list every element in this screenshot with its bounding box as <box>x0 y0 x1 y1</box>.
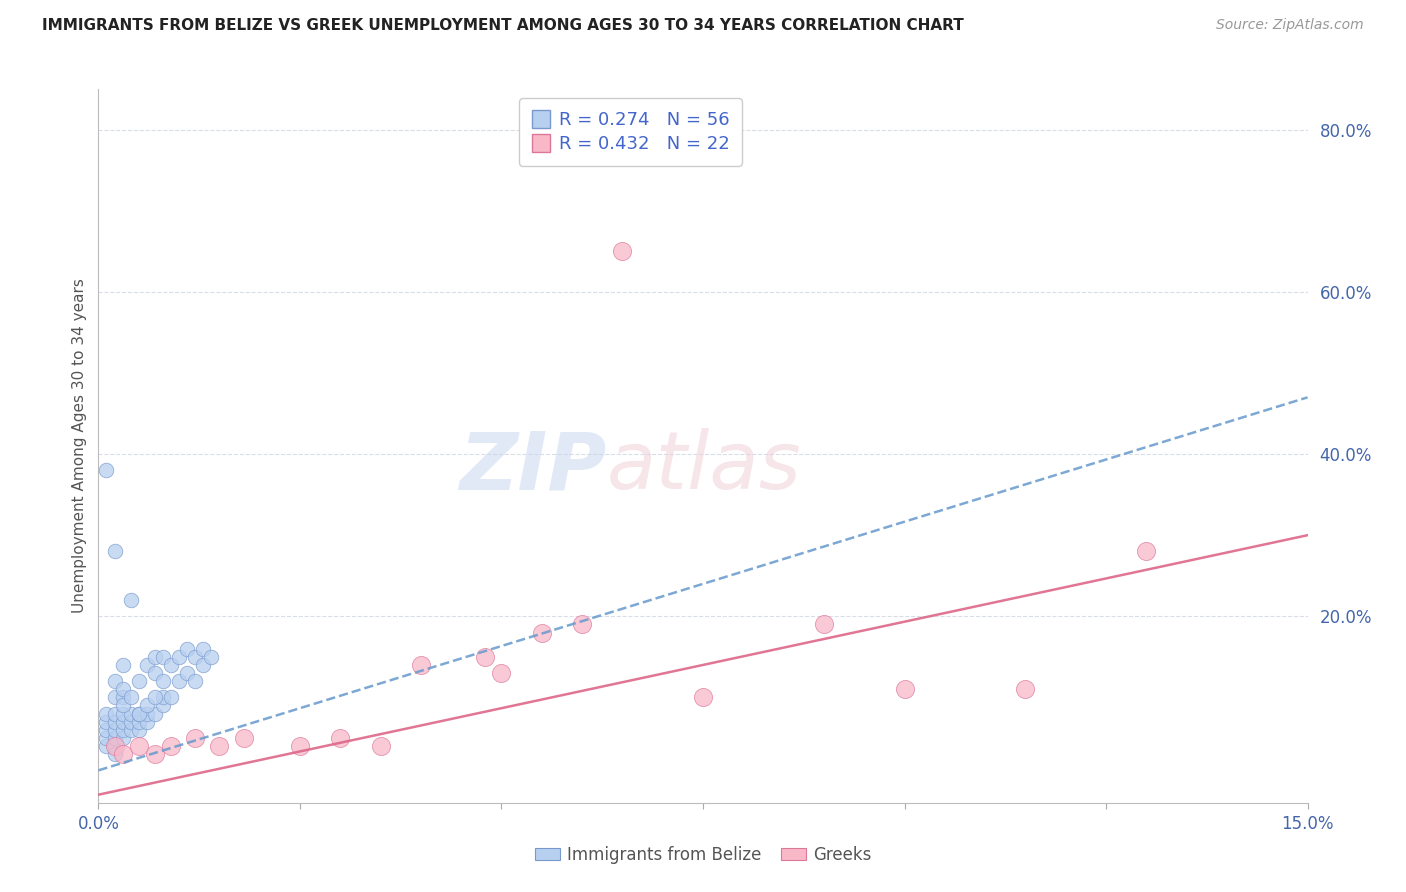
Point <box>160 657 183 672</box>
Point <box>184 731 207 745</box>
Point <box>111 731 134 745</box>
Point <box>176 666 198 681</box>
Point <box>143 747 166 761</box>
Point <box>143 706 166 721</box>
Point <box>692 690 714 705</box>
Point <box>96 714 118 729</box>
Point <box>128 739 150 753</box>
Point <box>96 463 118 477</box>
Point <box>120 690 142 705</box>
Point <box>128 674 150 689</box>
Point <box>120 723 142 737</box>
Point <box>96 706 118 721</box>
Point <box>143 649 166 664</box>
Point <box>143 690 166 705</box>
Point <box>103 706 125 721</box>
Point <box>409 657 432 672</box>
Point <box>111 723 134 737</box>
Point <box>111 698 134 713</box>
Point <box>111 657 134 672</box>
Text: ZIP: ZIP <box>458 428 606 507</box>
Point <box>329 731 352 745</box>
Point <box>103 544 125 558</box>
Legend: Immigrants from Belize, Greeks: Immigrants from Belize, Greeks <box>529 839 877 871</box>
Point <box>103 739 125 753</box>
Point <box>167 649 190 664</box>
Point <box>120 714 142 729</box>
Point <box>103 723 125 737</box>
Point <box>135 714 157 729</box>
Point <box>571 617 593 632</box>
Legend: R = 0.274   N = 56, R = 0.432   N = 22: R = 0.274 N = 56, R = 0.432 N = 22 <box>519 98 742 166</box>
Point <box>103 714 125 729</box>
Point <box>103 690 125 705</box>
Point <box>184 674 207 689</box>
Point <box>143 666 166 681</box>
Point <box>530 625 553 640</box>
Point <box>232 731 254 745</box>
Point <box>135 706 157 721</box>
Point <box>813 617 835 632</box>
Point <box>103 739 125 753</box>
Point <box>200 649 222 664</box>
Point <box>1014 682 1036 697</box>
Point <box>128 706 150 721</box>
Point <box>96 723 118 737</box>
Point <box>96 739 118 753</box>
Point <box>152 649 174 664</box>
Point <box>111 682 134 697</box>
Point <box>111 706 134 721</box>
Point <box>103 731 125 745</box>
Point <box>193 641 215 656</box>
Point <box>135 698 157 713</box>
Point <box>152 674 174 689</box>
Y-axis label: Unemployment Among Ages 30 to 34 years: Unemployment Among Ages 30 to 34 years <box>72 278 87 614</box>
Point <box>370 739 392 753</box>
Point <box>103 747 125 761</box>
Point <box>612 244 634 259</box>
Point <box>160 690 183 705</box>
Point <box>128 714 150 729</box>
Point <box>1135 544 1157 558</box>
Point <box>893 682 915 697</box>
Point <box>135 657 157 672</box>
Point <box>184 649 207 664</box>
Point <box>152 698 174 713</box>
Point <box>176 641 198 656</box>
Point <box>103 674 125 689</box>
Point <box>167 674 190 689</box>
Text: atlas: atlas <box>606 428 801 507</box>
Point <box>111 690 134 705</box>
Text: IMMIGRANTS FROM BELIZE VS GREEK UNEMPLOYMENT AMONG AGES 30 TO 34 YEARS CORRELATI: IMMIGRANTS FROM BELIZE VS GREEK UNEMPLOY… <box>42 18 965 33</box>
Point <box>474 649 496 664</box>
Point <box>152 690 174 705</box>
Point <box>96 731 118 745</box>
Point <box>193 657 215 672</box>
Point <box>111 714 134 729</box>
Text: Source: ZipAtlas.com: Source: ZipAtlas.com <box>1216 18 1364 32</box>
Point <box>491 666 513 681</box>
Point <box>128 706 150 721</box>
Point <box>288 739 311 753</box>
Point <box>128 723 150 737</box>
Point <box>111 747 134 761</box>
Point <box>208 739 231 753</box>
Point <box>120 706 142 721</box>
Point <box>120 593 142 607</box>
Point <box>160 739 183 753</box>
